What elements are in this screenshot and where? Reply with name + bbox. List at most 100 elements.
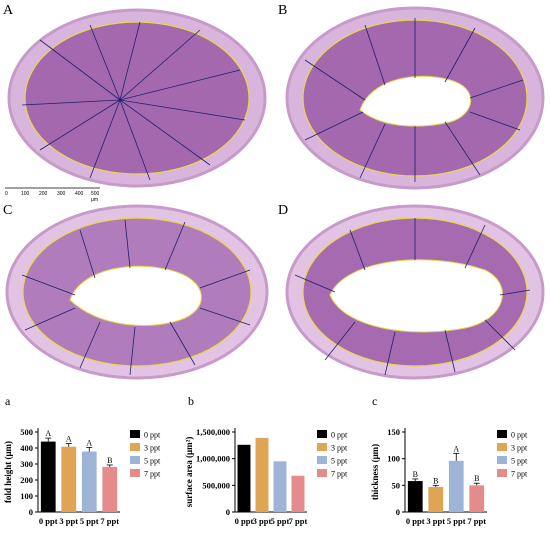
y-axis-label: thickness (μm) — [370, 444, 380, 500]
legend-label: 3 ppt — [331, 444, 348, 453]
measurement-lines — [21, 219, 251, 376]
y-tick-label: 1,500,000 — [196, 427, 230, 437]
legend-swatch — [130, 456, 140, 464]
fold-height-chart: 0 100 200 300 400 500 fold height (μm) A 0 ppt A 3… — [3, 427, 161, 526]
panel-letter: c — [372, 394, 378, 408]
micrograph-panel-b: B — [275, 0, 550, 200]
y-tick-label: 100 — [20, 491, 33, 501]
legend-swatch — [130, 443, 140, 451]
bar — [237, 444, 251, 512]
y-tick-label: 0 — [29, 507, 33, 517]
x-tick-label: 3 ppt — [59, 516, 78, 526]
micrograph-image — [285, 6, 545, 190]
scale-label: 200 — [39, 191, 48, 197]
y-tick-label: 400 — [20, 443, 33, 453]
y-tick-label: 50 — [392, 480, 401, 490]
scale-label: 100 — [21, 191, 30, 197]
scale-label: 300 — [57, 191, 66, 197]
x-tick-label: 7 ppt — [100, 516, 119, 526]
scale-label: 500 μm — [91, 191, 100, 203]
significance-letter: B — [107, 456, 112, 465]
legend-swatch — [497, 456, 507, 464]
y-axis-label: fold height (μm) — [3, 441, 13, 503]
legend-label: 3 ppt — [511, 444, 528, 453]
x-tick-label: 0 ppt — [235, 516, 254, 526]
legend-label: 7 ppt — [331, 470, 348, 479]
legend-swatch — [317, 456, 327, 464]
y-tick-label: 200 — [20, 475, 33, 485]
x-tick-label: 0 ppt — [406, 516, 425, 526]
y-axis-label: surface area (μm²) — [184, 437, 194, 508]
legend-swatch — [317, 443, 327, 451]
legend-swatch — [497, 430, 507, 438]
legend-label: 5 ppt — [144, 457, 161, 466]
significance-letter: A — [86, 439, 92, 448]
y-tick-label: 0 — [396, 507, 400, 517]
significance-letter: B — [474, 474, 479, 483]
micrograph-image — [7, 8, 267, 188]
panel-letter: a — [5, 394, 11, 408]
measurement-lines — [304, 18, 524, 182]
legend-label: 0 ppt — [331, 431, 348, 440]
bar — [40, 441, 56, 512]
legend-swatch — [130, 430, 140, 438]
x-tick-label: 7 ppt — [467, 516, 486, 526]
significance-letter: A — [453, 444, 459, 453]
panel-letter: D — [278, 203, 289, 218]
y-tick-label: 500 — [20, 427, 33, 437]
y-tick-label: 300 — [20, 459, 33, 469]
bar — [448, 460, 464, 512]
micrograph-panel-c: C — [0, 200, 275, 390]
x-tick-label: 5 ppt — [271, 516, 290, 526]
y-tick-label: 150 — [387, 427, 400, 437]
x-tick-label: 3 ppt — [253, 516, 272, 526]
micrograph-image — [5, 204, 269, 380]
chart-a-container: a 0 100 200 300 400 500 fold height (μm) A 0 ppt… — [0, 392, 183, 547]
bar — [61, 446, 77, 512]
bar — [291, 475, 305, 512]
measurement-lines — [294, 218, 531, 376]
bar — [102, 466, 118, 512]
legend-swatch — [317, 469, 327, 477]
x-tick-label: 5 ppt — [80, 516, 99, 526]
y-tick-label: 100 — [387, 454, 400, 464]
legend-label: 5 ppt — [331, 457, 348, 466]
scale-label: 400 — [75, 191, 84, 197]
legend-swatch — [497, 469, 507, 477]
legend-label: 0 ppt — [144, 431, 161, 440]
x-tick-label: 5 ppt — [447, 516, 466, 526]
significance-letter: A — [66, 435, 72, 444]
x-tick-label: 0 ppt — [39, 516, 58, 526]
micrograph-image — [285, 204, 545, 380]
micrograph-panel-d: D — [275, 200, 550, 390]
bar — [255, 437, 269, 512]
bar — [81, 451, 97, 512]
significance-letter: A — [45, 429, 51, 438]
panel-letter: b — [188, 394, 194, 408]
bar — [428, 486, 444, 512]
significance-letter: B — [433, 476, 438, 485]
x-tick-label: 7 ppt — [289, 516, 308, 526]
panel-letter: A — [3, 3, 14, 18]
legend-swatch — [130, 469, 140, 477]
y-tick-label: 1,000,000 — [196, 454, 230, 464]
bar — [273, 461, 287, 512]
bar — [407, 481, 423, 512]
legend-label: 5 ppt — [511, 457, 528, 466]
micrograph-panel-a: A 0 100 200 300 400 500 μm — [0, 0, 275, 203]
measurement-lines — [21, 21, 246, 181]
legend-label: 7 ppt — [144, 470, 161, 479]
chart-c-container: c 0 50 100 150 thickness (μm) B 0 ppt B 3 ppt A 5 … — [367, 392, 550, 547]
y-tick-label: 0 — [226, 507, 230, 517]
legend-swatch — [317, 430, 327, 438]
scale-bar: 0 100 200 300 400 500 μm — [5, 186, 105, 203]
thickness-chart: 0 50 100 150 thickness (μm) B 0 ppt B 3 ppt A 5 pp… — [370, 427, 528, 526]
panel-letter: B — [278, 3, 288, 18]
panel-letter: C — [3, 203, 13, 218]
significance-letter: B — [413, 470, 418, 479]
y-tick-label: 500,000 — [202, 480, 230, 490]
chart-b-container: b 0 500,000 1,000,000 1,500,000 surface area… — [183, 392, 367, 547]
legend-label: 0 ppt — [511, 431, 528, 440]
legend-label: 3 ppt — [144, 444, 161, 453]
